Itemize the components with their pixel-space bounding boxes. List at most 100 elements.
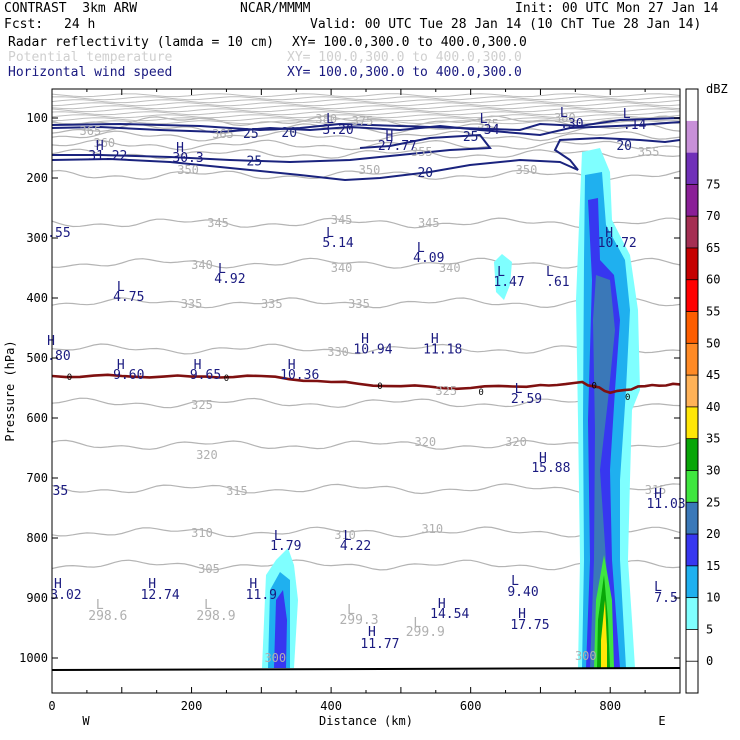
- theta-label: 320: [505, 435, 527, 449]
- extremum-marker: H: [117, 358, 125, 373]
- wind-label: 25: [243, 127, 259, 142]
- extremum-marker: H: [194, 358, 202, 373]
- colorbar-label: 40: [706, 400, 720, 414]
- extremum-value: 299.9: [406, 625, 445, 640]
- zero-isotherm: [52, 373, 680, 395]
- extremum-value: 11.03: [646, 497, 685, 512]
- colorbar-swatch: [686, 184, 698, 217]
- reflectivity-shading: [262, 148, 640, 668]
- field-wind-xy: XY= 100.0,300.0 to 400.0,300.0: [287, 65, 522, 80]
- extremum-marker: L: [480, 112, 488, 127]
- extremum-value: 9.60: [113, 368, 144, 383]
- y-tick-label: 400: [26, 291, 48, 305]
- extremum-value: 299.3: [339, 613, 378, 628]
- extremum-marker: L: [347, 603, 355, 618]
- colorbar-label: 60: [706, 273, 720, 287]
- colorbar-label: 5: [706, 622, 713, 636]
- wind-contour-25-upper: [52, 117, 680, 132]
- colorbar-label: 10: [706, 591, 720, 605]
- theta-contour-320: [52, 439, 680, 451]
- theta-contour-350: [52, 169, 680, 181]
- extremum-value: .61: [546, 275, 569, 290]
- extremum-marker: L: [413, 616, 421, 631]
- extremum-value: .55: [47, 226, 70, 241]
- colorbar-label: 20: [706, 527, 720, 541]
- field-theta-xy: XY= 100.0,300.0 to 400.0,300.0: [287, 50, 522, 65]
- y-tick-label: 100: [26, 111, 48, 125]
- extremum-marker: H: [654, 487, 662, 502]
- theta-contour-305: [52, 559, 680, 571]
- theta-contour-315: [52, 483, 680, 495]
- theta-label: 340: [191, 258, 213, 272]
- extremum-marker: H: [96, 139, 104, 154]
- theta-label: 330: [327, 345, 349, 359]
- theta-upper-contour: [52, 102, 680, 107]
- colorbar-label: 30: [706, 463, 720, 477]
- theta-label: 340: [331, 261, 353, 275]
- y-tick-label: 300: [26, 231, 48, 245]
- tall-convection-40: [601, 600, 607, 668]
- theta-upper-contour: [52, 96, 680, 101]
- theta-contour-310: [52, 526, 680, 538]
- theta-label: 350: [359, 163, 381, 177]
- extremum-marker: H: [176, 141, 184, 156]
- theta-label: 375: [477, 117, 499, 131]
- wind-label: 20: [417, 166, 433, 181]
- colorbar-swatch: [686, 470, 698, 503]
- colorbar-swatch: [686, 406, 698, 439]
- theta-contour-365: [52, 130, 680, 142]
- extremum-value: 34: [484, 123, 500, 138]
- fcst-value: 24 h: [64, 17, 96, 32]
- extremum-marker: L: [218, 262, 226, 277]
- extremum-marker: L: [560, 106, 568, 121]
- isotherm-label: 0: [591, 382, 596, 392]
- theta-upper-contour: [52, 120, 680, 125]
- isotherm-label: 0: [625, 393, 630, 403]
- extremum-marker: H: [368, 625, 376, 640]
- theta-label: 375: [352, 114, 374, 128]
- init-time: Init: 00 UTC Mon 27 Jan 14: [515, 1, 719, 16]
- theta-label: 365: [80, 124, 102, 138]
- colorbar-swatch: [686, 120, 698, 153]
- theta-label: 335: [348, 297, 370, 311]
- low-convection-20: [274, 590, 287, 668]
- theta-label: 335: [261, 297, 283, 311]
- extremum-value: 10.72: [598, 236, 637, 251]
- extremum-value: 4.75: [113, 290, 144, 305]
- theta-label: 355: [411, 145, 433, 159]
- theta-label: 315: [645, 483, 667, 497]
- theta-label: 325: [191, 398, 213, 412]
- theta-label: 345: [418, 216, 440, 230]
- zero-isotherm-line: [52, 373, 680, 395]
- field-reflectivity-xy: XY= 100.0,300.0 to 400.0,300.0: [292, 35, 527, 50]
- wind-contour-20-lower: [52, 136, 680, 182]
- extremum-value: 30.3: [172, 151, 203, 166]
- extremum-value: 7.5: [654, 591, 677, 606]
- theta-contour-345: [52, 217, 680, 229]
- extremum-value: 1.47: [493, 275, 524, 290]
- theta-upper-contour: [52, 99, 680, 104]
- extremum-marker: L: [344, 529, 352, 544]
- extremum-marker: H: [361, 332, 369, 347]
- wind-label: 25: [463, 130, 479, 145]
- extremum-value: .30: [560, 117, 583, 132]
- theta-label: 380: [315, 112, 337, 126]
- extremum-value: 17.75: [510, 618, 549, 633]
- tall-convection-25: [590, 275, 615, 668]
- colorbar-label: 50: [706, 336, 720, 350]
- x-axis-label: Distance (km): [319, 714, 413, 728]
- extremum-marker: H: [249, 577, 257, 592]
- extremum-value: 4.09: [413, 251, 444, 266]
- colorbar-swatch: [686, 152, 698, 185]
- model-title: CONTRAST 3km ARW: [4, 1, 138, 16]
- extremum-value: 11.18: [423, 342, 462, 357]
- x-tick-label: 400: [320, 699, 342, 713]
- colorbar-swatch: [686, 216, 698, 248]
- theta-upper-contour: [52, 114, 680, 119]
- extremum-value: 3.20: [322, 123, 353, 138]
- y-tick-label: 600: [26, 411, 48, 425]
- colorbar-label: 45: [706, 368, 720, 382]
- extremum-value: 298.6: [88, 609, 127, 624]
- extremum-value: 10.36: [280, 368, 319, 383]
- extremum-value: 14.54: [430, 607, 469, 622]
